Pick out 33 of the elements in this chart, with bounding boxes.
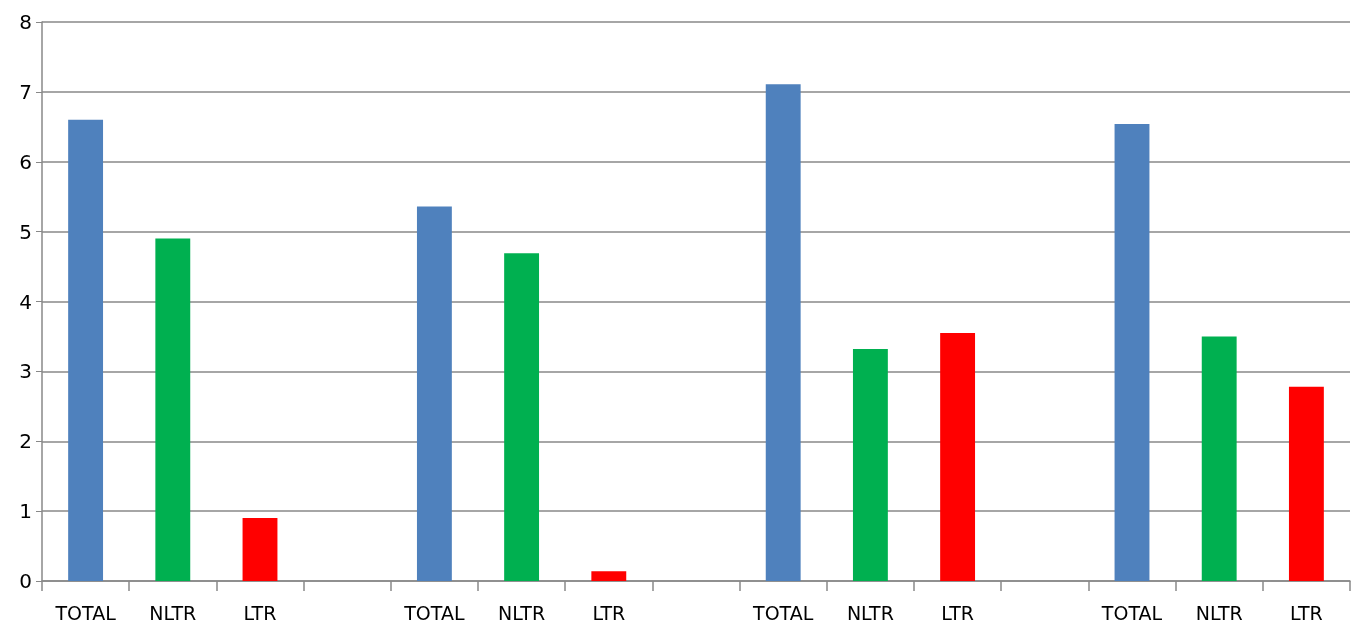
bar — [1288, 386, 1324, 581]
y-tick-label: 5 — [19, 219, 32, 244]
bar — [155, 238, 191, 581]
bar — [504, 253, 540, 581]
y-tick-label: 6 — [19, 149, 32, 174]
x-tick-label: TOTAL — [752, 601, 814, 624]
x-tick-label: LTR — [941, 601, 974, 624]
y-tick-label: 8 — [19, 10, 32, 34]
x-tick-label: TOTAL — [403, 601, 465, 624]
y-tick-label: 1 — [19, 499, 32, 524]
bar — [68, 119, 104, 581]
bar — [1114, 124, 1150, 581]
x-tick-label: TOTAL — [1100, 601, 1163, 624]
y-tick-label: 2 — [19, 429, 32, 454]
x-tick-label: NLTR — [498, 601, 546, 624]
bar — [940, 332, 976, 581]
y-tick-label: 4 — [19, 289, 32, 314]
bar — [852, 349, 888, 581]
x-tick-label: LTR — [243, 601, 277, 624]
x-tick-label: LTR — [592, 601, 626, 624]
y-tick-label: 3 — [19, 359, 32, 384]
bar — [591, 571, 627, 581]
bar — [416, 206, 452, 581]
x-tick-label: NLTR — [846, 601, 894, 624]
x-tick-label: LTR — [1290, 601, 1323, 624]
y-tick-label: 7 — [19, 79, 32, 104]
x-tick-label: TOTAL — [54, 601, 117, 624]
y-tick-label: 0 — [19, 569, 32, 593]
bar — [765, 84, 801, 581]
bar — [1201, 336, 1237, 581]
x-tick-label: NLTR — [1195, 601, 1243, 624]
bar — [242, 518, 278, 581]
x-tick-label: NLTR — [149, 601, 197, 624]
